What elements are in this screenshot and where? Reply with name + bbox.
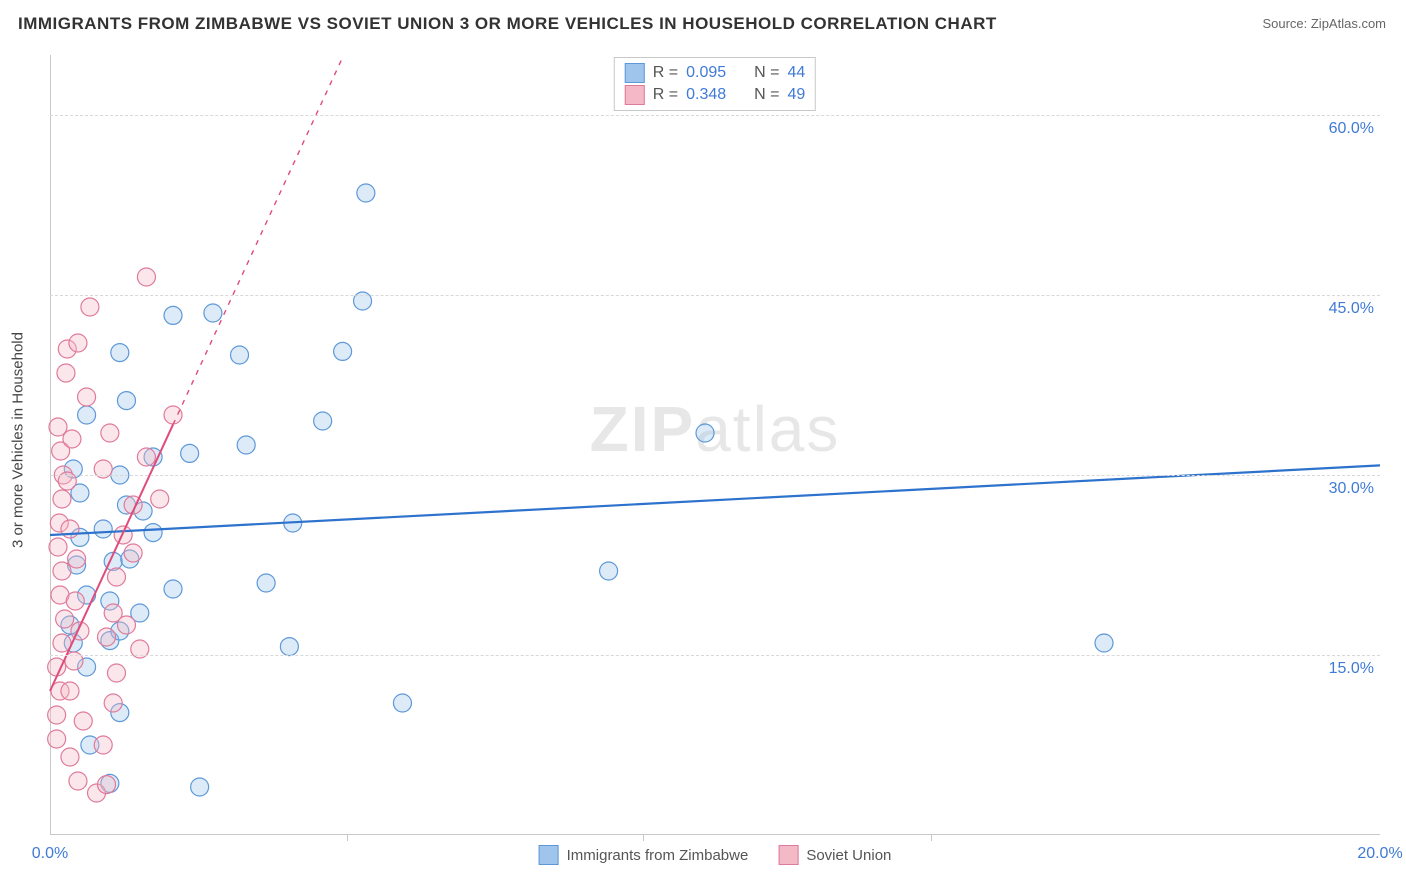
- x-minor-tick: [931, 835, 932, 841]
- chart-svg: [50, 55, 1380, 835]
- legend-r-value: 0.095: [686, 64, 746, 82]
- data-point: [164, 406, 182, 424]
- data-point: [48, 706, 66, 724]
- plot-area: ZIPatlas R =0.095N =44R =0.348N =49 Immi…: [50, 55, 1380, 835]
- data-point: [696, 424, 714, 442]
- legend-series-item: Soviet Union: [778, 845, 891, 865]
- data-point: [61, 748, 79, 766]
- y-tick-label: 60.0%: [1329, 120, 1374, 138]
- data-point: [94, 520, 112, 538]
- legend-swatch: [625, 85, 645, 105]
- gridline-h: [50, 475, 1380, 476]
- source-label: Source: ZipAtlas.com: [1262, 16, 1386, 31]
- x-tick-label: 20.0%: [1357, 845, 1402, 863]
- data-point: [357, 184, 375, 202]
- data-point: [137, 268, 155, 286]
- gridline-h: [50, 115, 1380, 116]
- data-point: [94, 736, 112, 754]
- data-point: [104, 694, 122, 712]
- x-minor-tick: [643, 835, 644, 841]
- legend-series-label: Immigrants from Zimbabwe: [567, 847, 749, 864]
- y-tick-label: 15.0%: [1329, 660, 1374, 678]
- legend-n-value: 44: [787, 64, 805, 82]
- y-tick-label: 30.0%: [1329, 480, 1374, 498]
- data-point: [280, 638, 298, 656]
- data-point: [237, 436, 255, 454]
- data-point: [393, 694, 411, 712]
- data-point: [69, 334, 87, 352]
- data-point: [144, 524, 162, 542]
- legend-n-label: N =: [754, 86, 779, 104]
- data-point: [98, 628, 116, 646]
- y-tick-label: 45.0%: [1329, 300, 1374, 318]
- data-point: [114, 526, 132, 544]
- data-point: [117, 392, 135, 410]
- data-point: [74, 712, 92, 730]
- data-point: [81, 298, 99, 316]
- legend-stats-row: R = 0.095 N = 44: [625, 62, 805, 84]
- data-point: [314, 412, 332, 430]
- data-point: [124, 544, 142, 562]
- data-point: [56, 610, 74, 628]
- legend-series-label: Soviet Union: [806, 847, 891, 864]
- y-axis-title: 3 or more Vehicles in Household: [10, 332, 27, 548]
- legend-swatch: [539, 845, 559, 865]
- data-point: [53, 562, 71, 580]
- data-point: [78, 388, 96, 406]
- trend-line-extrapolated: [173, 55, 344, 425]
- legend-stats-row: R = 0.348 N = 49: [625, 84, 805, 106]
- data-point: [191, 778, 209, 796]
- gridline-h: [50, 655, 1380, 656]
- legend-series-item: Immigrants from Zimbabwe: [539, 845, 749, 865]
- legend-swatch: [625, 63, 645, 83]
- data-point: [66, 592, 84, 610]
- data-point: [48, 730, 66, 748]
- legend-n-value: 49: [787, 86, 805, 104]
- x-tick-label: 0.0%: [32, 845, 68, 863]
- data-point: [61, 682, 79, 700]
- chart-container: IMMIGRANTS FROM ZIMBABWE VS SOVIET UNION…: [0, 0, 1406, 892]
- data-point: [63, 430, 81, 448]
- x-minor-tick: [347, 835, 348, 841]
- data-point: [68, 550, 86, 568]
- data-point: [1095, 634, 1113, 652]
- data-point: [108, 664, 126, 682]
- legend-r-value: 0.348: [686, 86, 746, 104]
- data-point: [334, 342, 352, 360]
- gridline-h: [50, 295, 1380, 296]
- data-point: [53, 490, 71, 508]
- data-point: [108, 568, 126, 586]
- data-point: [204, 304, 222, 322]
- data-point: [57, 364, 75, 382]
- data-point: [98, 776, 116, 794]
- data-point: [231, 346, 249, 364]
- data-point: [151, 490, 169, 508]
- legend-series: Immigrants from Zimbabwe Soviet Union: [539, 845, 892, 865]
- legend-r-label: R =: [653, 86, 678, 104]
- data-point: [117, 616, 135, 634]
- data-point: [69, 772, 87, 790]
- data-point: [600, 562, 618, 580]
- legend-stats: R = 0.095 N = 44 R = 0.348 N = 49: [614, 57, 816, 111]
- data-point: [164, 306, 182, 324]
- data-point: [257, 574, 275, 592]
- data-point: [164, 580, 182, 598]
- legend-r-label: R =: [653, 64, 678, 82]
- data-point: [181, 444, 199, 462]
- chart-title: IMMIGRANTS FROM ZIMBABWE VS SOVIET UNION…: [18, 14, 997, 34]
- data-point: [111, 344, 129, 362]
- legend-swatch: [778, 845, 798, 865]
- data-point: [49, 538, 67, 556]
- data-point: [101, 424, 119, 442]
- data-point: [78, 406, 96, 424]
- legend-n-label: N =: [754, 64, 779, 82]
- data-point: [137, 448, 155, 466]
